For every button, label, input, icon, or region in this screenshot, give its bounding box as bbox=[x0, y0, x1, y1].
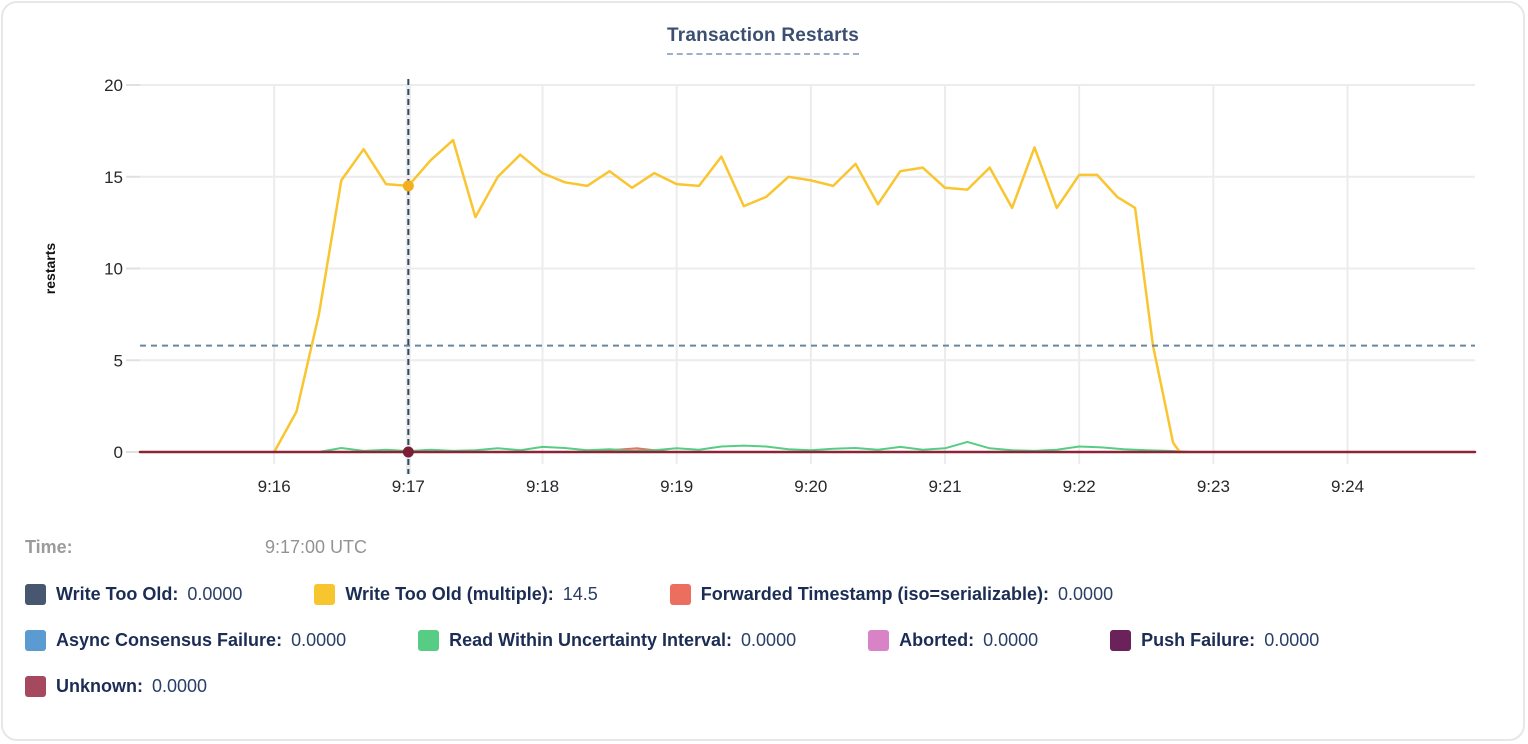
legend-swatch-icon bbox=[1110, 629, 1132, 651]
time-value: 9:17:00 UTC bbox=[265, 536, 368, 557]
legend-row: Async Consensus Failure: 0.0000 Read Withi… bbox=[25, 628, 1523, 652]
x-tick-label: 9:20 bbox=[794, 477, 827, 496]
highlight-dot-unknown bbox=[402, 446, 414, 458]
chart-title: Transaction Restarts bbox=[667, 25, 859, 55]
legend-label: Unknown: bbox=[56, 675, 143, 696]
legend-item-write-too-old-multiple: Write Too Old (multiple): 14.5 bbox=[314, 583, 598, 605]
legend-value: 0.0000 bbox=[291, 629, 347, 650]
legend-swatch-icon bbox=[25, 583, 46, 605]
x-tick-label: 9:18 bbox=[526, 477, 559, 496]
x-tick-label: 9:24 bbox=[1331, 477, 1364, 496]
legend-value: 14.5 bbox=[562, 583, 598, 604]
x-tick-label: 9:23 bbox=[1197, 477, 1230, 496]
legend-label: Read Within Uncertainty Interval: bbox=[449, 629, 733, 650]
y-tick-label: 15 bbox=[104, 168, 123, 187]
legend-item-forwarded-timestamp-iso-serializable: Forwarded Timestamp (iso=serializable): 0… bbox=[669, 583, 1114, 605]
x-tick-label: 9:22 bbox=[1063, 477, 1096, 496]
legend-swatch-icon bbox=[25, 675, 46, 697]
tooltip-time-row: Time: 9:17:00 UTC bbox=[25, 534, 1523, 560]
legend-label: Aborted: bbox=[899, 629, 975, 650]
legend-swatch-icon bbox=[418, 629, 440, 651]
x-tick-label: 9:21 bbox=[928, 477, 961, 496]
legend-swatch-icon bbox=[868, 629, 890, 651]
legend-item-push-failure: Push Failure: 0.0000 bbox=[1110, 629, 1320, 651]
legend-value: 0.0000 bbox=[152, 675, 208, 696]
highlight-dot-write-too-old-multiple bbox=[402, 180, 414, 192]
legend-value: 0.0000 bbox=[741, 629, 797, 650]
series-line-write-too-old-multiple bbox=[272, 138, 1182, 454]
legend-item-aborted: Aborted: 0.0000 bbox=[868, 629, 1039, 651]
legend-item-async-consensus-failure: Async Consensus Failure: 0.0000 bbox=[25, 629, 347, 651]
legend-value: 0.0000 bbox=[983, 629, 1039, 650]
legend-value: 0.0000 bbox=[1058, 583, 1114, 604]
series-line-read-within-uncertainty-interval bbox=[317, 440, 1192, 453]
legend-item-read-within-uncertainty-interval: Read Within Uncertainty Interval: 0.0000 bbox=[418, 629, 797, 651]
x-tick-label: 9:17 bbox=[392, 477, 425, 496]
y-tick-label: 10 bbox=[104, 260, 123, 279]
y-tick-label: 5 bbox=[114, 351, 123, 370]
legend-swatch-icon bbox=[669, 583, 691, 605]
legend-swatch-icon bbox=[314, 583, 336, 605]
time-label: Time: bbox=[25, 536, 73, 557]
legend-label: Async Consensus Failure: bbox=[56, 629, 283, 650]
legend-row: Write Too Old: 0.0000 Write Too Old (multi… bbox=[25, 582, 1523, 606]
legend-label: Forwarded Timestamp (iso=serializable): bbox=[700, 583, 1050, 604]
y-axis-title: restarts bbox=[42, 243, 58, 295]
legend-value: 0.0000 bbox=[187, 583, 243, 604]
legend-swatch-icon bbox=[25, 629, 46, 651]
legend: Write Too Old: 0.0000 Write Too Old (multi… bbox=[25, 582, 1523, 698]
x-tick-label: 9:19 bbox=[660, 477, 693, 496]
transaction-restarts-chart[interactable]: 0 5 10 15 20 9:16 9:17 9:18 9:19 9:20 9:21 9:22 9:23… bbox=[3, 59, 1525, 514]
legend-item-write-too-old: Write Too Old: 0.0000 bbox=[25, 583, 243, 605]
legend-item-unknown: Unknown: 0.0000 bbox=[25, 675, 208, 697]
legend-row: Unknown: 0.0000 bbox=[25, 674, 1523, 698]
legend-label: Push Failure: bbox=[1141, 629, 1256, 650]
y-tick-label: 20 bbox=[104, 76, 123, 95]
legend-value: 0.0000 bbox=[1264, 629, 1320, 650]
chart-header: Transaction Restarts bbox=[3, 3, 1523, 59]
legend-label: Write Too Old (multiple): bbox=[345, 583, 554, 604]
legend-label: Write Too Old: bbox=[56, 583, 179, 604]
y-tick-label: 0 bbox=[114, 443, 123, 462]
x-tick-label: 9:16 bbox=[258, 477, 291, 496]
